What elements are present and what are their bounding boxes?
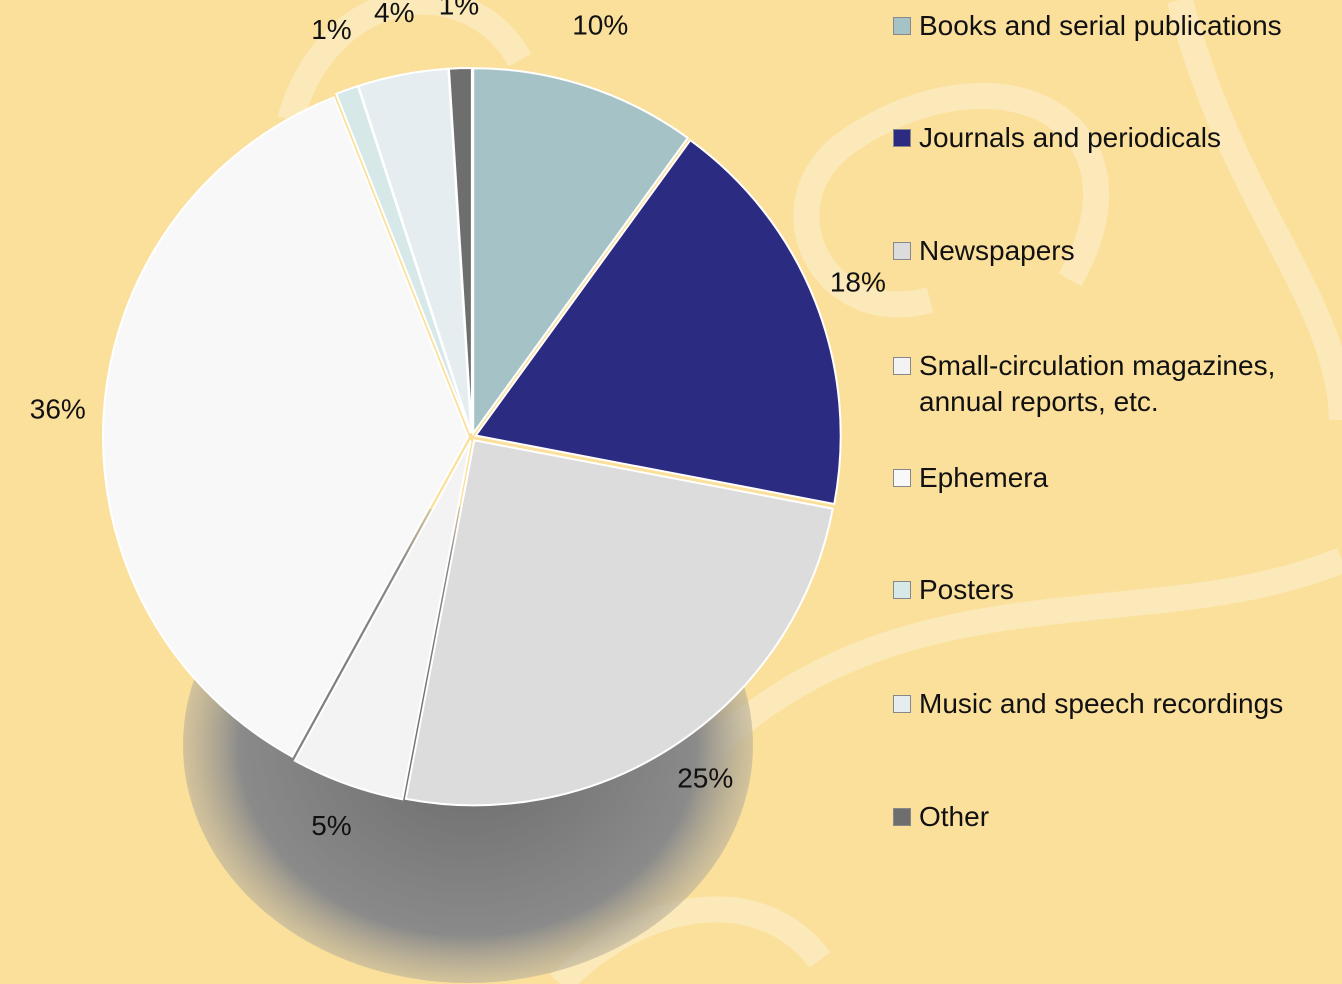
legend-label: Other xyxy=(919,799,989,835)
value-label: 4% xyxy=(374,0,414,28)
legend-label: Books and serial publications xyxy=(919,8,1282,44)
legend-swatch xyxy=(893,129,911,147)
legend-item: Books and serial publications xyxy=(893,8,1282,44)
pie xyxy=(103,68,841,805)
legend-label: Ephemera xyxy=(919,460,1048,496)
legend-swatch xyxy=(893,581,911,599)
value-label: 25% xyxy=(677,763,733,794)
legend-item: Music and speech recordings xyxy=(893,686,1283,722)
legend-item: Small-circulation magazines, annual repo… xyxy=(893,348,1342,420)
value-label: 36% xyxy=(30,393,86,424)
legend-label: Small-circulation magazines, annual repo… xyxy=(919,348,1342,420)
legend-swatch xyxy=(893,695,911,713)
legend-item: Ephemera xyxy=(893,460,1048,496)
value-label: 10% xyxy=(572,10,628,41)
value-label: 18% xyxy=(830,267,886,298)
legend-swatch xyxy=(893,17,911,35)
legend-label: Music and speech recordings xyxy=(919,686,1283,722)
legend-swatch xyxy=(893,242,911,260)
legend-item: Newspapers xyxy=(893,233,1075,269)
legend-item: Journals and periodicals xyxy=(893,120,1221,156)
legend-item: Other xyxy=(893,799,989,835)
legend-item: Posters xyxy=(893,572,1014,608)
legend-label: Newspapers xyxy=(919,233,1075,269)
legend-swatch xyxy=(893,469,911,487)
pie-slice xyxy=(406,440,833,805)
value-label: 5% xyxy=(311,810,351,841)
page: 10% 18% 25% 5% 36% 1% 4% 1% Books and serial pu… xyxy=(0,0,1342,984)
legend-swatch xyxy=(893,357,911,375)
value-label: 1% xyxy=(439,0,479,21)
legend-label: Journals and periodicals xyxy=(919,120,1221,156)
legend-label: Posters xyxy=(919,572,1014,608)
value-label: 1% xyxy=(311,14,351,45)
legend-swatch xyxy=(893,808,911,826)
